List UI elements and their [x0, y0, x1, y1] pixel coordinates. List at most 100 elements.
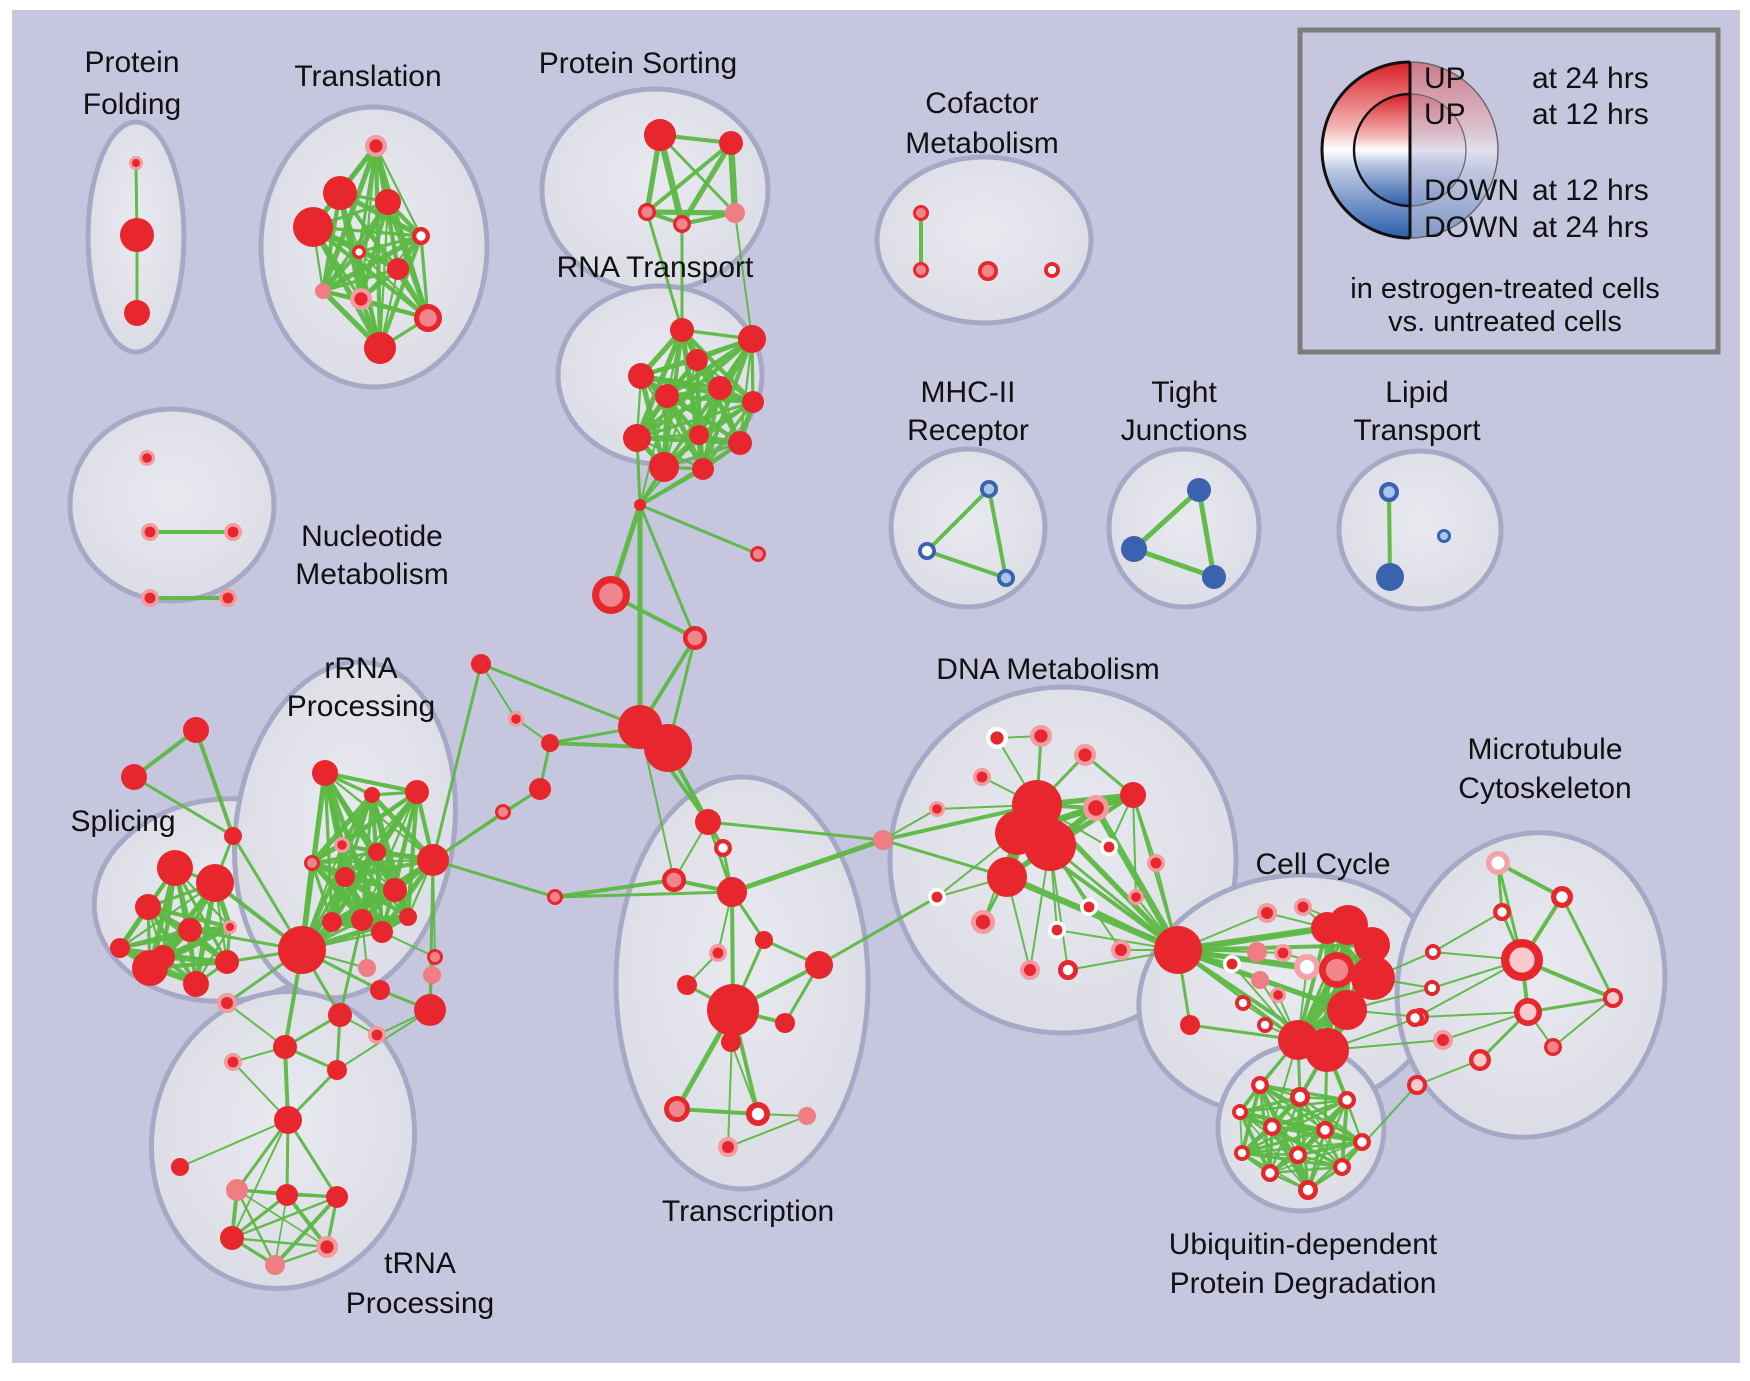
network-node	[1257, 1017, 1273, 1033]
network-edge	[132, 775, 235, 838]
cluster-label-mhc-ii-receptor: MHC-II Receptor	[907, 376, 1029, 447]
network-node	[718, 1137, 738, 1157]
network-node	[755, 931, 773, 949]
network-node	[495, 804, 511, 820]
network-node	[1147, 853, 1166, 872]
network-node	[265, 1255, 285, 1275]
network-edge	[1196, 487, 1217, 580]
network-node	[1029, 725, 1052, 748]
network-edge	[310, 850, 379, 865]
network-node	[350, 288, 373, 311]
network-edge	[738, 337, 754, 445]
network-node	[1338, 1091, 1356, 1109]
network-node	[750, 546, 766, 562]
network-node	[414, 304, 442, 332]
network-node	[873, 830, 893, 850]
cluster-label-nucleotide-metabolism: Nucleotide Metabolism	[295, 520, 448, 591]
cluster-label-cell-cycle: Cell Cycle	[1255, 848, 1390, 881]
cluster-ellipse-mhc-ii-receptor	[888, 446, 1048, 610]
network-edge	[1526, 996, 1615, 1014]
cluster-label-line: MHC-II	[921, 376, 1016, 409]
network-edge	[1238, 1095, 1302, 1114]
network-edge	[1298, 1095, 1310, 1192]
network-node	[316, 1235, 339, 1258]
network-node	[717, 877, 747, 907]
network-edge	[553, 890, 734, 899]
network-node	[1127, 888, 1144, 905]
network-edge	[1240, 1128, 1327, 1155]
network-node	[1424, 980, 1440, 996]
network-edge	[882, 808, 938, 841]
network-edge	[118, 925, 232, 950]
network-edge	[634, 435, 743, 446]
legend-direction-label: DOWN	[1424, 211, 1519, 244]
network-edge	[635, 400, 755, 440]
network-node	[370, 980, 390, 1000]
network-node	[1247, 942, 1267, 962]
network-node	[217, 993, 237, 1013]
network-node	[1407, 1075, 1427, 1095]
network-node	[364, 332, 396, 364]
network-node	[547, 889, 563, 905]
network-node	[334, 836, 351, 853]
network-node	[1353, 1133, 1371, 1151]
network-edge	[118, 881, 217, 950]
network-edge	[274, 1194, 288, 1266]
cluster-label-line: DNA Metabolism	[936, 653, 1159, 686]
cluster-label-line: Receptor	[907, 414, 1029, 447]
network-edge	[1092, 804, 1182, 954]
network-node	[725, 203, 745, 223]
network-node	[1180, 1015, 1200, 1035]
network-node	[1020, 960, 1040, 980]
cluster-ellipse-trna-processing	[148, 989, 418, 1291]
network-edge	[230, 1236, 329, 1249]
cluster-ellipse-nucleotide-metabolism	[67, 406, 277, 604]
cluster-label-splicing: Splicing	[70, 805, 175, 838]
network-node	[110, 938, 130, 958]
network-node	[1154, 926, 1202, 974]
network-node	[708, 376, 732, 400]
network-node	[358, 959, 376, 977]
network-edge	[634, 327, 685, 441]
network-edge	[1238, 1098, 1349, 1114]
network-edge	[322, 770, 420, 795]
network-node	[682, 625, 708, 651]
network-node	[805, 951, 833, 979]
network-node	[274, 1106, 302, 1134]
cluster-label-transcription: Transcription	[662, 1195, 834, 1228]
network-edge	[881, 803, 1039, 842]
network-edge	[431, 662, 483, 862]
network-node	[1406, 1009, 1424, 1027]
network-edge	[479, 662, 642, 729]
network-node	[1080, 897, 1099, 916]
cluster-label-line: Translation	[294, 60, 441, 93]
network-node	[364, 787, 380, 803]
cluster-label-line: rRNA	[324, 652, 397, 685]
network-edge	[639, 442, 741, 506]
network-edge	[638, 503, 697, 640]
network-edge	[299, 857, 436, 953]
network-node	[135, 894, 161, 920]
network-node	[399, 908, 417, 926]
network-node	[1263, 1118, 1281, 1136]
network-node	[677, 975, 697, 995]
network-node	[1293, 953, 1321, 981]
network-node	[664, 1096, 690, 1122]
network-node	[367, 1026, 386, 1045]
network-edge	[734, 212, 753, 340]
cluster-label-line: Lipid	[1385, 376, 1448, 409]
cluster-label-line: Splicing	[70, 805, 175, 838]
network-node	[541, 734, 559, 752]
network-node	[171, 1158, 189, 1176]
network-edge	[320, 249, 362, 294]
network-edge	[231, 1119, 289, 1239]
cluster-label-line: Metabolism	[295, 558, 448, 591]
network-node	[293, 207, 333, 247]
network-edge	[645, 141, 733, 214]
network-node	[383, 878, 407, 902]
network-node	[1290, 1087, 1311, 1108]
network-node	[996, 568, 1016, 588]
network-node	[1024, 819, 1076, 871]
network-node	[987, 857, 1027, 897]
